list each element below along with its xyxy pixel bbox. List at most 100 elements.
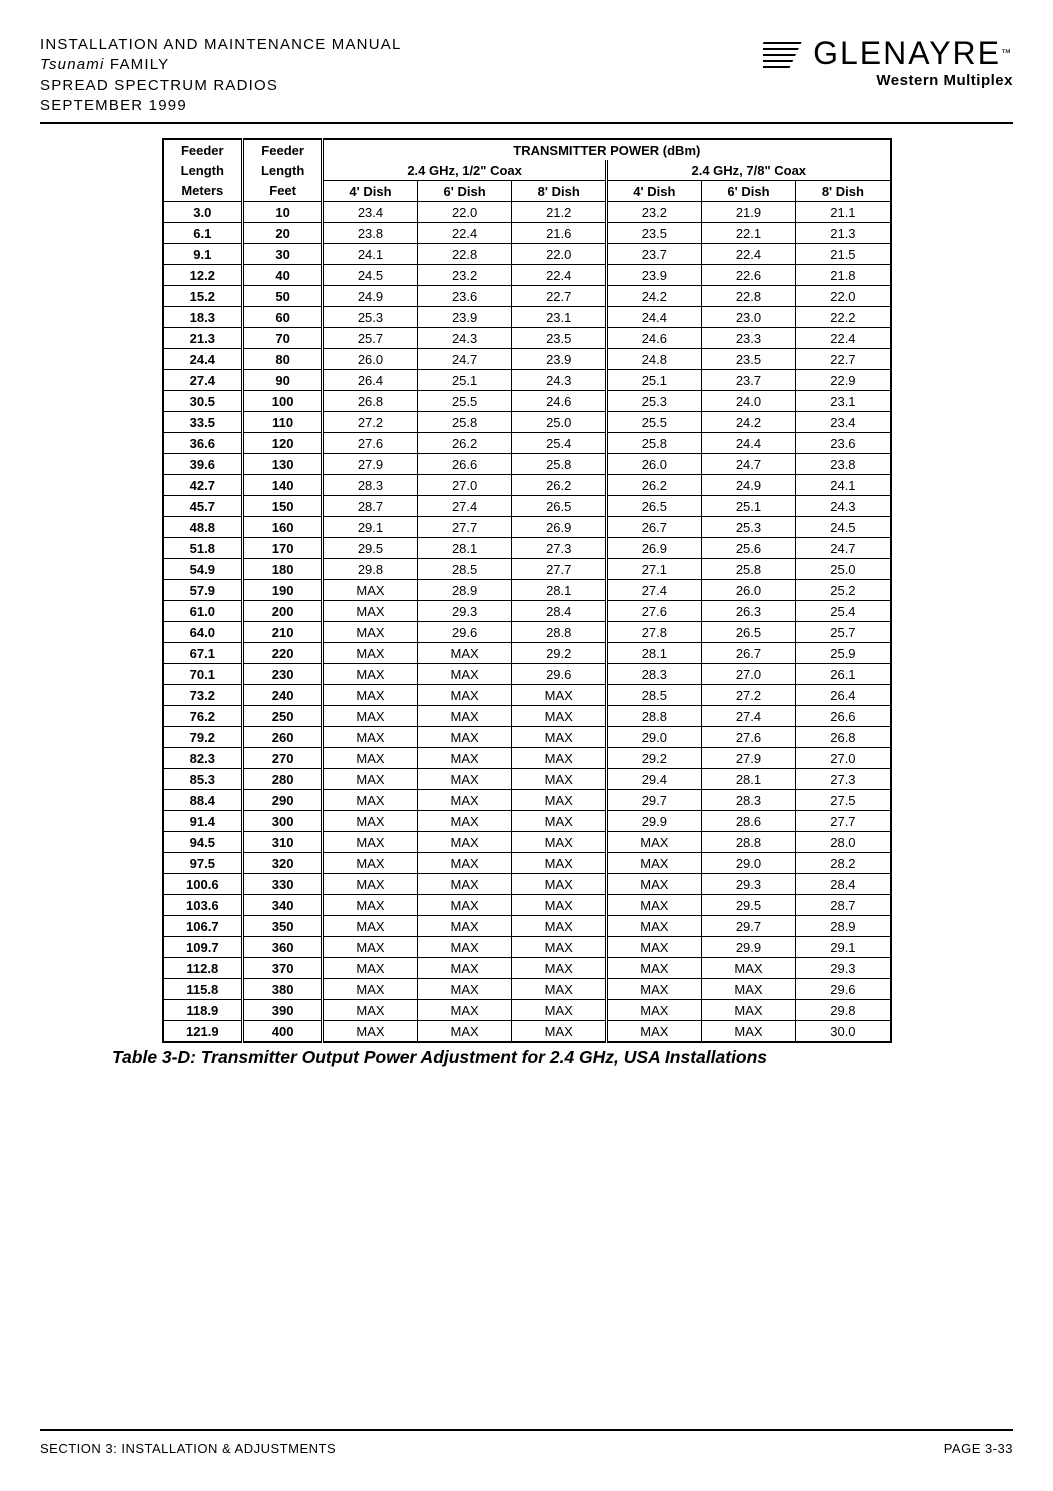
- table-cell: 28.1: [512, 580, 607, 601]
- th-78-4: 4' Dish: [607, 181, 702, 202]
- table-cell: 70.1: [163, 664, 243, 685]
- table-cell: MAX: [323, 727, 418, 748]
- table-cell: 120: [243, 433, 323, 454]
- table-cell: 310: [243, 832, 323, 853]
- table-cell: 150: [243, 496, 323, 517]
- table-cell: 29.3: [417, 601, 512, 622]
- table-cell: MAX: [417, 958, 512, 979]
- table-cell: MAX: [512, 1021, 607, 1043]
- table-cell: 24.4: [163, 349, 243, 370]
- table-row: 24.48026.024.723.924.823.522.7: [163, 349, 891, 370]
- table-cell: 190: [243, 580, 323, 601]
- footer-right: PAGE 3-33: [944, 1441, 1013, 1456]
- table-cell: MAX: [512, 790, 607, 811]
- table-cell: 29.2: [607, 748, 702, 769]
- table-cell: 24.9: [701, 475, 796, 496]
- table-cell: 25.4: [512, 433, 607, 454]
- table-cell: 23.9: [512, 349, 607, 370]
- table-row: 67.1220MAXMAX29.228.126.725.9: [163, 643, 891, 664]
- table-row: 82.3270MAXMAXMAX29.227.927.0: [163, 748, 891, 769]
- table-cell: MAX: [512, 937, 607, 958]
- table-cell: 23.0: [701, 307, 796, 328]
- table-cell: 24.1: [323, 244, 418, 265]
- table-cell: 30: [243, 244, 323, 265]
- table-cell: 23.7: [607, 244, 702, 265]
- table-cell: MAX: [417, 916, 512, 937]
- table-cell: 25.2: [796, 580, 891, 601]
- table-cell: 24.8: [607, 349, 702, 370]
- table-cell: MAX: [323, 979, 418, 1000]
- table-cell: 29.2: [512, 643, 607, 664]
- table-cell: 24.2: [701, 412, 796, 433]
- table-cell: MAX: [417, 748, 512, 769]
- table-cell: 29.9: [701, 937, 796, 958]
- table-cell: 23.5: [512, 328, 607, 349]
- th-feeder-f-2: Length: [243, 160, 323, 181]
- header-italic: Tsunami: [40, 56, 105, 73]
- table-cell: 22.4: [512, 265, 607, 286]
- table-cell: MAX: [417, 643, 512, 664]
- table-cell: MAX: [323, 769, 418, 790]
- table-cell: 28.9: [796, 916, 891, 937]
- table-cell: 28.5: [417, 559, 512, 580]
- table-cell: 22.4: [796, 328, 891, 349]
- table-cell: 18.3: [163, 307, 243, 328]
- table-row: 79.2260MAXMAXMAX29.027.626.8: [163, 727, 891, 748]
- logo-tm: ™: [1001, 48, 1013, 59]
- table-cell: 24.1: [796, 475, 891, 496]
- table-cell: 51.8: [163, 538, 243, 559]
- table-cell: 27.7: [417, 517, 512, 538]
- table-cell: 3.0: [163, 202, 243, 223]
- table-cell: MAX: [607, 979, 702, 1000]
- table-cell: 22.0: [796, 286, 891, 307]
- table-row: 61.0200MAX29.328.427.626.325.4: [163, 601, 891, 622]
- table-cell: 27.0: [701, 664, 796, 685]
- table-cell: 27.2: [701, 685, 796, 706]
- table-cell: MAX: [323, 853, 418, 874]
- table-row: 73.2240MAXMAXMAX28.527.226.4: [163, 685, 891, 706]
- table-cell: 22.0: [417, 202, 512, 223]
- table-cell: MAX: [512, 979, 607, 1000]
- table-cell: MAX: [323, 874, 418, 895]
- table-cell: 22.2: [796, 307, 891, 328]
- table-cell: 260: [243, 727, 323, 748]
- table-cell: 21.8: [796, 265, 891, 286]
- table-cell: MAX: [323, 832, 418, 853]
- table-cell: MAX: [512, 958, 607, 979]
- table-cell: MAX: [607, 832, 702, 853]
- table-cell: MAX: [417, 1000, 512, 1021]
- footer-rule: [40, 1429, 1013, 1431]
- table-row: 64.0210MAX29.628.827.826.525.7: [163, 622, 891, 643]
- table-cell: 23.3: [701, 328, 796, 349]
- table-cell: MAX: [607, 937, 702, 958]
- table-cell: 26.8: [796, 727, 891, 748]
- table-cell: 230: [243, 664, 323, 685]
- th-half-6: 6' Dish: [417, 181, 512, 202]
- table-cell: 29.6: [417, 622, 512, 643]
- table-cell: 29.8: [323, 559, 418, 580]
- table-cell: 26.5: [701, 622, 796, 643]
- table-cell: MAX: [323, 790, 418, 811]
- table-cell: 23.5: [701, 349, 796, 370]
- table-cell: 27.7: [796, 811, 891, 832]
- table-cell: MAX: [323, 622, 418, 643]
- table-cell: 22.7: [512, 286, 607, 307]
- table-cell: 22.8: [417, 244, 512, 265]
- table-cell: 23.6: [417, 286, 512, 307]
- table-cell: 42.7: [163, 475, 243, 496]
- table-cell: 27.7: [512, 559, 607, 580]
- table-cell: 25.3: [323, 307, 418, 328]
- table-cell: 28.4: [512, 601, 607, 622]
- table-cell: 24.0: [701, 391, 796, 412]
- table-cell: MAX: [512, 727, 607, 748]
- page-header: INSTALLATION AND MAINTENANCE MANUAL Tsun…: [40, 35, 1013, 116]
- table-cell: 28.9: [417, 580, 512, 601]
- table-cell: 85.3: [163, 769, 243, 790]
- table-cell: 340: [243, 895, 323, 916]
- table-cell: 28.4: [796, 874, 891, 895]
- table-cell: 23.6: [796, 433, 891, 454]
- table-cell: 140: [243, 475, 323, 496]
- table-cell: 25.4: [796, 601, 891, 622]
- table-row: 112.8370MAXMAXMAXMAXMAX29.3: [163, 958, 891, 979]
- table-cell: MAX: [512, 769, 607, 790]
